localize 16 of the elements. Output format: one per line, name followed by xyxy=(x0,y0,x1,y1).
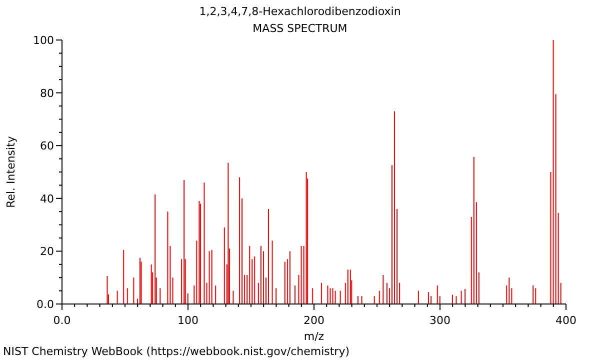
x-tick-label: 200 xyxy=(304,314,324,327)
x-tick-label: 100 xyxy=(178,314,198,327)
y-tick-label: 100 xyxy=(33,34,54,47)
text: NIST Chemistry WebBook (https://webbook.nist.gov/chemistry) xyxy=(3,345,350,358)
x-tick-label: 0.0 xyxy=(53,314,71,327)
x-axis-title: m/z xyxy=(304,330,324,343)
y-tick-label: 20 xyxy=(40,245,54,258)
y-tick-label: 60 xyxy=(40,140,54,153)
x-tick-label: 400 xyxy=(556,314,576,327)
chart-title: 1,2,3,4,7,8-Hexachlorodibenzodioxin xyxy=(198,5,402,18)
y-tick-label: 80 xyxy=(40,86,54,100)
y-tick-label: 40 xyxy=(40,192,54,206)
y-tick-label: 0.0 xyxy=(36,298,54,311)
x-tick-label: 300 xyxy=(430,314,450,327)
chart-subtitle: MASS SPECTRUM xyxy=(252,22,348,35)
y-axis-title: Rel. Intensity xyxy=(4,136,18,208)
